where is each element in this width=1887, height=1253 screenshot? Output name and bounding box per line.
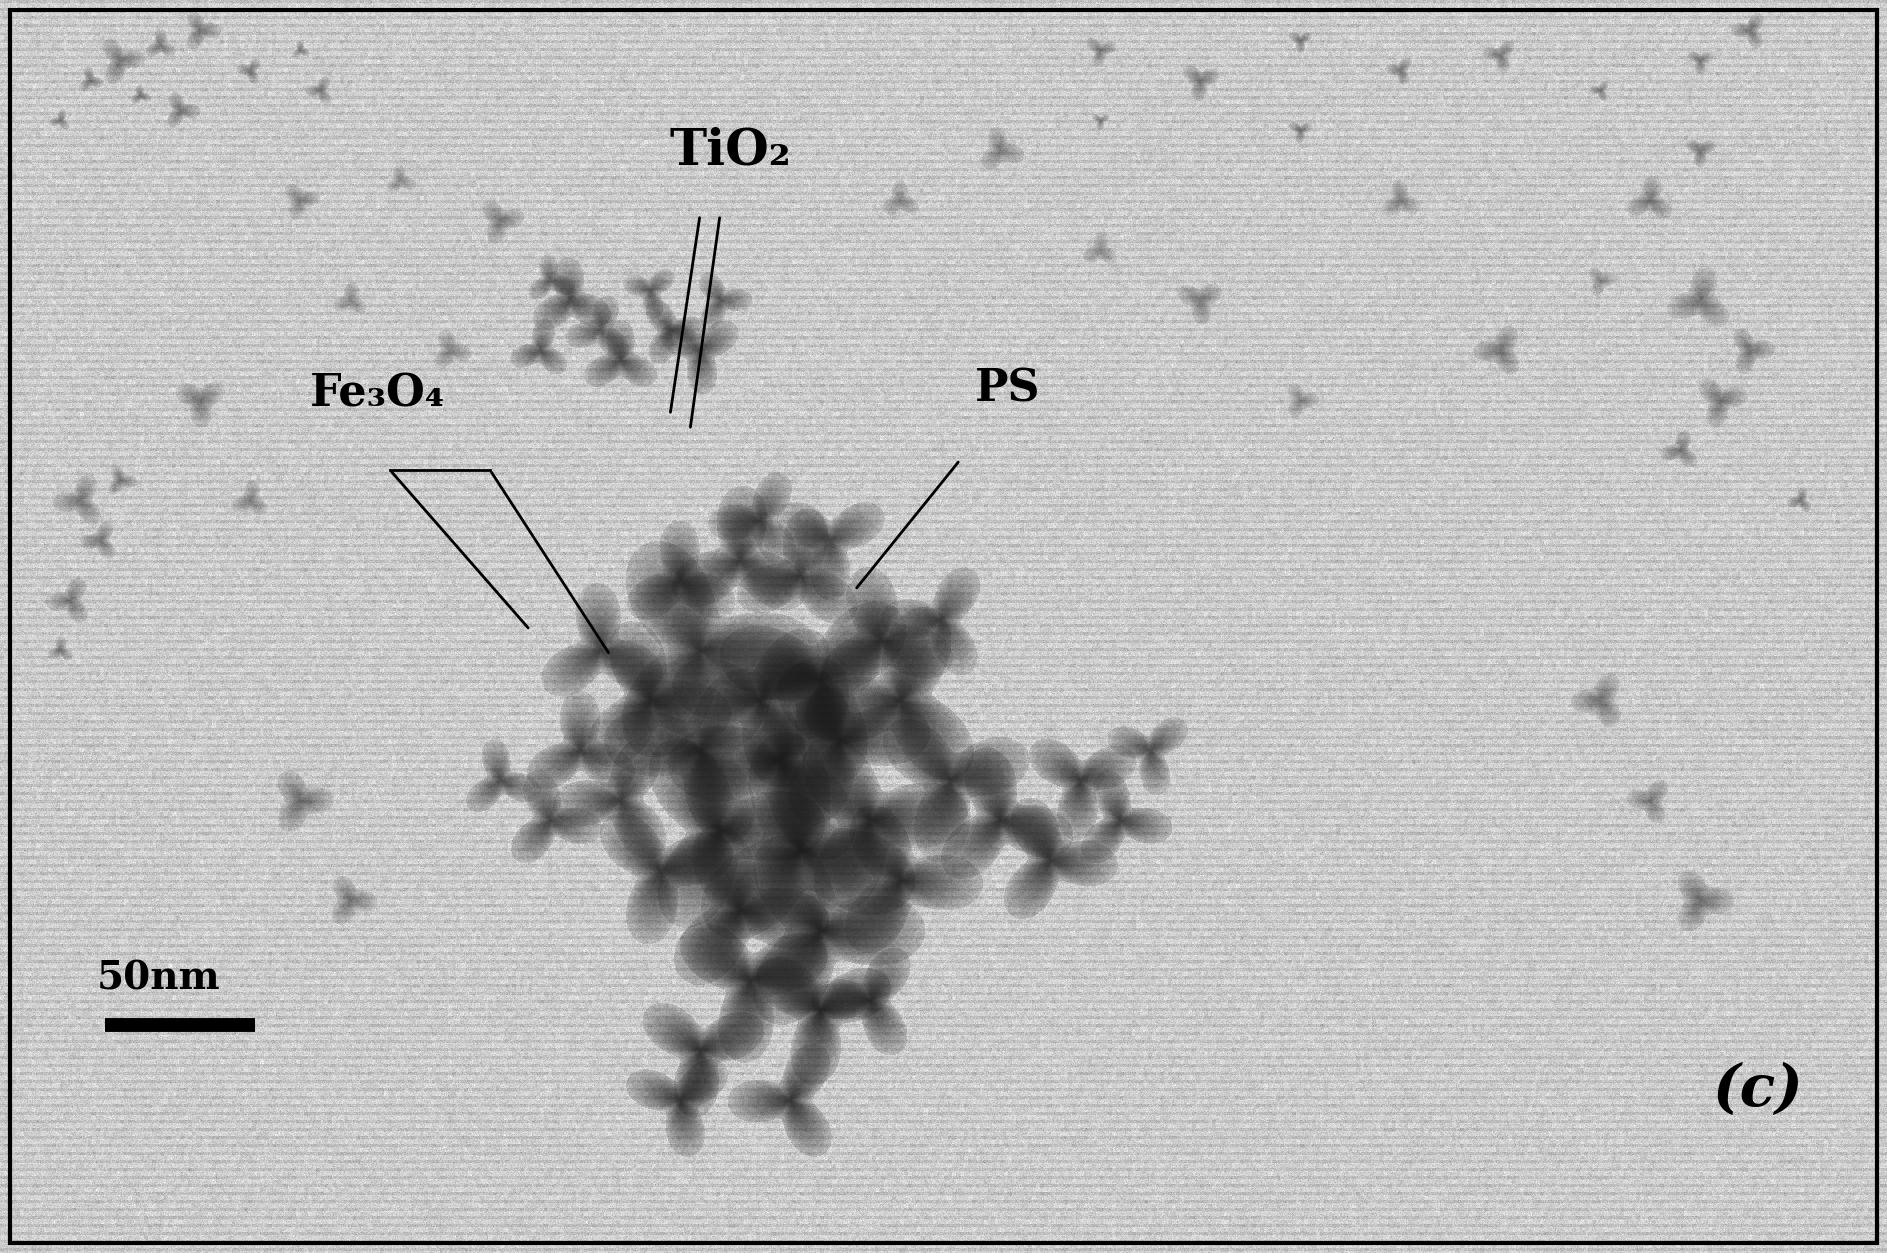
Text: PS: PS	[976, 367, 1040, 410]
Text: 50nm: 50nm	[96, 959, 221, 997]
Text: Fe₃O₄: Fe₃O₄	[309, 372, 445, 415]
Text: (c): (c)	[1713, 1061, 1804, 1118]
Text: TiO₂: TiO₂	[670, 127, 791, 175]
